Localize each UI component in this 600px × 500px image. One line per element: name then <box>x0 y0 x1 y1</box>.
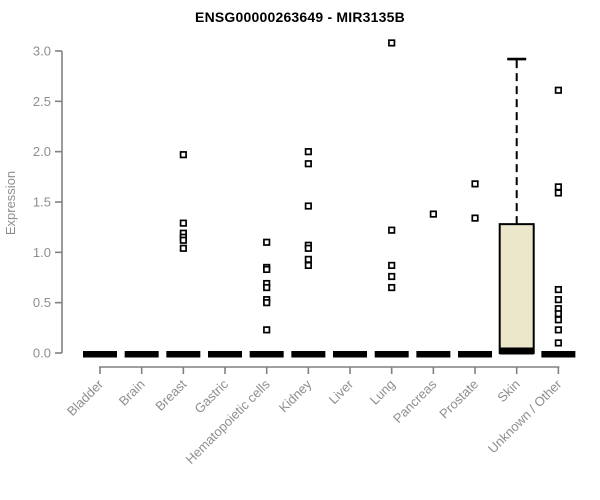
x-tick-label: Kidney <box>276 376 315 415</box>
x-tick-label: Brain <box>116 377 148 409</box>
outlier-point <box>179 151 187 159</box>
x-tick-label: Pancreas <box>390 376 440 426</box>
outlier-point <box>554 285 562 294</box>
collapsed-box <box>291 351 326 358</box>
outlier-point <box>471 214 479 222</box>
x-tick-label: Prostate <box>436 377 481 422</box>
x-tick-label: Unknown / Other <box>485 376 565 456</box>
outlier-point <box>554 86 562 94</box>
y-tick-label: 1.0 <box>33 245 51 260</box>
outlier-point <box>388 226 396 234</box>
y-tick-label: 2.5 <box>33 94 51 109</box>
outlier-point <box>554 296 562 304</box>
chart-title: ENSG00000263649 - MIR3135B <box>195 9 405 25</box>
outlier-point <box>388 272 396 281</box>
y-tick-label: 0.0 <box>33 346 51 361</box>
outlier-point <box>388 283 396 292</box>
collapsed-box <box>208 351 243 358</box>
outlier-point <box>554 189 562 197</box>
collapsed-box <box>166 351 201 358</box>
y-tick-label: 0.5 <box>33 295 51 310</box>
outlier-point <box>471 180 479 188</box>
outlier-point <box>304 255 312 263</box>
x-tick-label: Skin <box>494 377 522 405</box>
box <box>498 223 535 354</box>
collapsed-box <box>333 351 368 358</box>
outlier-point <box>179 236 187 244</box>
x-tick-label: Bladder <box>64 376 107 419</box>
outlier-point <box>304 244 312 252</box>
y-axis-label: Expression <box>3 171 18 235</box>
y-tick-label: 1.5 <box>33 194 51 209</box>
y-tick-label: 2.0 <box>33 144 51 159</box>
outlier-point <box>429 210 437 218</box>
outlier-point <box>304 202 312 210</box>
outlier-point <box>304 160 312 168</box>
outlier-point <box>554 310 562 318</box>
outlier-point <box>304 261 312 270</box>
collapsed-box <box>374 351 409 358</box>
x-tick-label: Liver <box>326 376 357 407</box>
outlier-point <box>388 39 396 47</box>
collapsed-box <box>124 351 159 358</box>
collapsed-box <box>541 351 576 358</box>
outlier-point <box>263 326 271 334</box>
outlier-point <box>554 339 562 347</box>
collapsed-box <box>249 351 284 358</box>
x-tick-label: Breast <box>152 376 189 413</box>
x-tick-label: Lung <box>367 377 398 408</box>
outlier-point <box>179 244 187 252</box>
outlier-point <box>179 219 187 227</box>
outlier-point <box>554 316 562 324</box>
x-tick-label: Gastric <box>191 376 231 416</box>
outlier-point <box>263 238 271 246</box>
collapsed-box <box>458 351 493 358</box>
y-tick-label: 3.0 <box>33 43 51 58</box>
outlier-point <box>554 326 562 334</box>
outlier-point <box>304 148 312 156</box>
outlier-point <box>388 261 396 270</box>
collapsed-box <box>83 351 117 358</box>
outlier-point <box>263 283 271 292</box>
collapsed-box <box>416 351 451 358</box>
median-line <box>499 347 534 355</box>
outlier-point <box>554 183 562 191</box>
outlier-point <box>263 265 271 274</box>
outlier-point <box>263 299 271 307</box>
